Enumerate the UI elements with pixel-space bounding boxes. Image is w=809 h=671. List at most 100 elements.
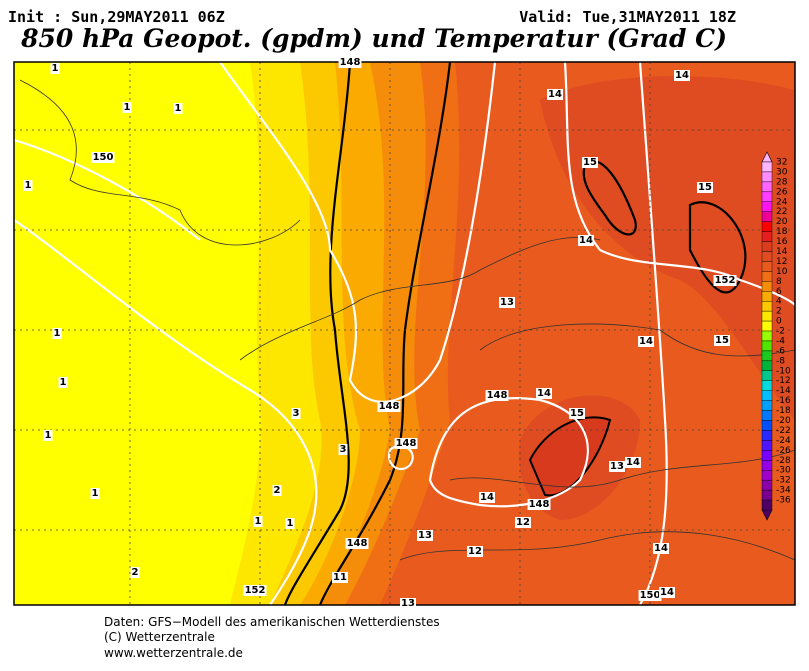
contour-label: 1 bbox=[54, 328, 61, 339]
label-box bbox=[714, 335, 730, 346]
legend-label: 30 bbox=[776, 167, 788, 177]
legend-label: 20 bbox=[776, 217, 788, 227]
contour-label: 3 bbox=[340, 444, 347, 455]
contour-label: 148 bbox=[347, 538, 368, 549]
label-box bbox=[485, 390, 509, 401]
contour-label: 14 bbox=[579, 235, 593, 246]
legend-label: -14 bbox=[776, 386, 791, 396]
contour-label: 148 bbox=[379, 401, 400, 412]
contour-label: 14 bbox=[548, 89, 562, 100]
label-box bbox=[625, 457, 641, 468]
legend-swatch bbox=[761, 271, 773, 282]
contour-label: 1 bbox=[92, 488, 99, 499]
legend-label: -6 bbox=[776, 346, 785, 356]
legend-label: 16 bbox=[776, 237, 788, 247]
contour-label: 15 bbox=[570, 408, 584, 419]
contour-label: 1 bbox=[52, 63, 59, 74]
legend-swatch bbox=[761, 171, 773, 183]
map-title: 850 hPa Geopot. (gpdm) und Temperatur (G… bbox=[20, 24, 727, 53]
legend-label: -36 bbox=[776, 496, 791, 506]
label-box bbox=[130, 567, 140, 578]
legend-swatch bbox=[761, 301, 773, 312]
contour-label: 1 bbox=[124, 102, 131, 113]
label-box bbox=[467, 546, 483, 557]
label-box bbox=[23, 180, 33, 191]
label-box bbox=[253, 516, 263, 527]
label-box bbox=[90, 488, 100, 499]
color-legend: 32302826242220181614121086420-2-4-6-8-10… bbox=[761, 151, 791, 521]
label-box bbox=[569, 408, 585, 419]
legend-label: -28 bbox=[776, 456, 791, 466]
legend-swatch bbox=[761, 370, 773, 381]
label-box bbox=[338, 444, 348, 455]
legend-swatch bbox=[761, 161, 773, 173]
contour-label: 12 bbox=[468, 546, 482, 557]
contour-label: 150 bbox=[640, 590, 661, 601]
contour-label: 1 bbox=[175, 103, 182, 114]
contour-label: 1 bbox=[60, 377, 67, 388]
legend-label: -8 bbox=[776, 356, 785, 366]
legend-label: 2 bbox=[776, 307, 782, 317]
contour-label: 14 bbox=[626, 457, 640, 468]
label-box bbox=[345, 538, 369, 549]
legend-label: 28 bbox=[776, 177, 788, 187]
label-box bbox=[338, 57, 362, 68]
contour-label: 13 bbox=[401, 598, 415, 609]
contour-label: 148 bbox=[529, 499, 550, 510]
label-box bbox=[332, 572, 348, 583]
contour-label: 14 bbox=[639, 336, 653, 347]
valid-time: Valid: Tue,31MAY2011 18Z bbox=[519, 8, 736, 26]
label-box bbox=[400, 598, 416, 609]
label-box bbox=[582, 157, 598, 168]
legend-swatch bbox=[761, 221, 773, 232]
footer-line: (C) Wetterzentrale bbox=[104, 630, 215, 644]
label-box bbox=[291, 408, 301, 419]
label-box bbox=[536, 388, 552, 399]
legend-swatch bbox=[761, 440, 773, 451]
legend-label: -32 bbox=[776, 476, 791, 486]
contour-label: 15 bbox=[715, 335, 729, 346]
label-box bbox=[697, 182, 713, 193]
label-box bbox=[394, 438, 418, 449]
label-box bbox=[547, 89, 563, 100]
legend-swatch bbox=[761, 211, 773, 222]
legend-swatch bbox=[761, 350, 773, 362]
legend-swatch bbox=[761, 400, 773, 411]
contour-label: 148 bbox=[487, 390, 508, 401]
legend-swatch bbox=[761, 380, 773, 391]
contour-label: 15 bbox=[698, 182, 712, 193]
legend-label: -22 bbox=[776, 426, 791, 436]
contour-label: 1 bbox=[287, 518, 294, 529]
legend-label: 6 bbox=[776, 287, 782, 297]
legend-label: 32 bbox=[776, 158, 787, 168]
contour-label: 148 bbox=[396, 438, 417, 449]
map-area bbox=[14, 62, 795, 605]
legend-label: -26 bbox=[776, 446, 791, 456]
legend-label: 12 bbox=[776, 257, 787, 267]
legend-label: -20 bbox=[776, 416, 791, 426]
contour-label: 14 bbox=[660, 587, 674, 598]
contour-label: 14 bbox=[654, 543, 668, 554]
label-box bbox=[58, 377, 68, 388]
contour-label: 13 bbox=[500, 297, 514, 308]
legend-swatch bbox=[761, 489, 773, 501]
label-box bbox=[243, 585, 267, 596]
legend-label: -16 bbox=[776, 396, 791, 406]
label-box bbox=[659, 587, 675, 598]
label-box bbox=[653, 543, 669, 554]
legend-label: 8 bbox=[776, 277, 782, 287]
legend-label: 24 bbox=[776, 197, 788, 207]
legend-swatch bbox=[761, 320, 773, 332]
legend-swatch bbox=[761, 499, 773, 511]
legend-label: -30 bbox=[776, 466, 791, 476]
label-box bbox=[638, 336, 654, 347]
label-box bbox=[609, 461, 625, 472]
footer-line: Daten: GFS−Modell des amerikanischen Wet… bbox=[104, 615, 440, 629]
label-box bbox=[479, 492, 495, 503]
contour-label: 150 bbox=[93, 152, 114, 163]
label-box bbox=[578, 235, 594, 246]
legend-label: -10 bbox=[776, 366, 791, 376]
legend-swatch bbox=[761, 181, 773, 193]
contour-label: 12 bbox=[516, 517, 530, 528]
legend-swatch bbox=[761, 340, 773, 352]
